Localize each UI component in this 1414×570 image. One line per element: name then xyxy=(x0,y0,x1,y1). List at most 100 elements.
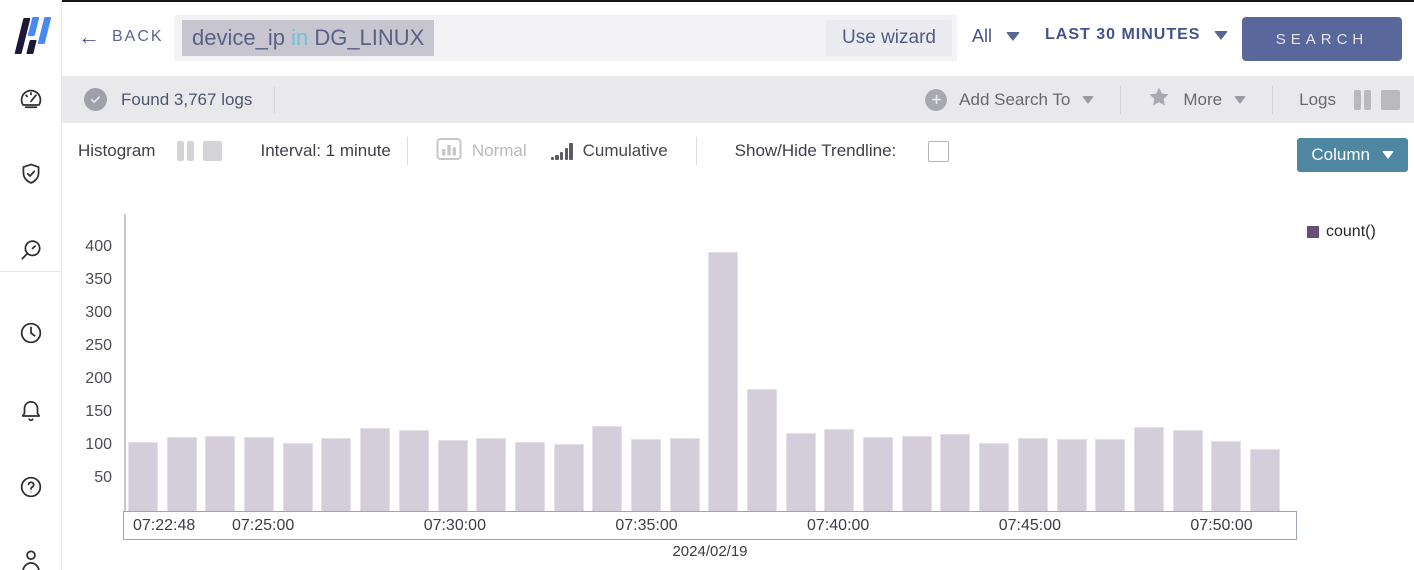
divider xyxy=(406,137,408,165)
back-button[interactable]: ← BACK xyxy=(78,24,164,49)
histogram-bar[interactable] xyxy=(166,437,197,511)
query-operator: in xyxy=(284,25,315,50)
histogram-bar[interactable] xyxy=(824,428,855,511)
y-axis-tick-label: 300 xyxy=(85,304,112,321)
histogram-bar[interactable] xyxy=(592,425,623,511)
clock-icon[interactable] xyxy=(18,320,44,346)
histogram-bar[interactable] xyxy=(901,436,932,511)
trendline-checkbox[interactable] xyxy=(928,140,950,162)
help-icon[interactable] xyxy=(18,474,44,500)
found-logs-status: Found 3,767 logs xyxy=(84,88,252,111)
search-query-text: device_ip in DG_LINUX xyxy=(182,20,435,56)
histogram-bar[interactable] xyxy=(205,435,236,511)
x-axis-tick-label: 07:25:00 xyxy=(232,516,295,534)
histogram-bar[interactable] xyxy=(1056,439,1087,511)
plus-circle-icon xyxy=(925,88,948,111)
cumulative-mode-button[interactable]: Cumulative xyxy=(550,141,668,161)
x-axis-tick-label: 07:35:00 xyxy=(615,516,678,534)
histogram-bar[interactable] xyxy=(1017,437,1048,511)
add-search-to-dropdown[interactable]: Add Search To xyxy=(925,88,1095,111)
histogram-bars xyxy=(128,214,1280,511)
time-range-dropdown[interactable]: LAST 30 MINUTES xyxy=(1045,26,1229,44)
top-border xyxy=(62,0,1414,2)
y-axis-tick-label: 100 xyxy=(85,436,112,454)
histogram-bar[interactable] xyxy=(1133,426,1164,511)
histogram-bar[interactable] xyxy=(553,443,584,511)
normal-chart-icon xyxy=(436,137,462,166)
histogram-bar[interactable] xyxy=(1172,430,1203,511)
histogram-bar[interactable] xyxy=(979,443,1010,511)
histogram-bar[interactable] xyxy=(244,437,275,511)
dashboard-gauge-icon[interactable] xyxy=(18,86,44,112)
full-view-icon[interactable] xyxy=(1381,89,1400,110)
shield-check-icon[interactable] xyxy=(18,161,44,187)
histogram-bar[interactable] xyxy=(940,433,971,511)
chart-legend: count() xyxy=(1307,223,1376,241)
histogram-bar[interactable] xyxy=(863,437,894,511)
y-axis-tick-label: 50 xyxy=(94,469,112,487)
legend-label: count() xyxy=(1326,223,1376,240)
sidebar-divider xyxy=(0,271,60,272)
more-dropdown[interactable]: More xyxy=(1147,85,1247,114)
x-axis-tick-label: 07:30:00 xyxy=(423,516,486,534)
histogram-bar[interactable] xyxy=(437,439,468,511)
y-axis-tick-label: 250 xyxy=(85,337,112,354)
chevron-down-icon xyxy=(1382,151,1394,159)
chevron-down-icon xyxy=(1082,95,1095,104)
x-axis-date-label: 2024/02/19 xyxy=(672,543,748,560)
histogram-bar[interactable] xyxy=(747,388,777,511)
search-header: ← BACK device_ip in DG_LINUX Use wizard … xyxy=(62,2,1414,76)
histogram-bar[interactable] xyxy=(1211,441,1242,511)
histogram-bar[interactable] xyxy=(476,438,507,511)
histogram-bar[interactable] xyxy=(1249,448,1280,511)
histogram-bar[interactable] xyxy=(128,441,158,511)
cumulative-chart-icon xyxy=(550,142,573,160)
x-axis-band: 07:22:48 07:25:00 07:30:00 07:35:00 07:40:00… xyxy=(123,511,1297,540)
logo-bar xyxy=(37,17,52,44)
query-field: device_ip xyxy=(192,25,285,50)
x-axis-tick-label: 07:22:48 xyxy=(132,516,196,534)
histogram-bar[interactable] xyxy=(360,427,391,511)
y-axis-line xyxy=(124,214,126,511)
histogram-split-view-icon[interactable] xyxy=(177,141,195,161)
split-view-icon[interactable] xyxy=(1354,89,1371,110)
logs-view-switcher: Logs xyxy=(1299,89,1400,110)
search-query-input[interactable]: device_ip in DG_LINUX Use wizard xyxy=(174,15,957,61)
y-axis-labels: 50 100 150 200 250 300 350 400 xyxy=(62,214,112,511)
divider xyxy=(695,137,697,165)
logpoint-logo[interactable] xyxy=(14,10,52,56)
histogram-bar[interactable] xyxy=(785,433,816,511)
histogram-toolbar: Histogram Interval: 1 minute Normal Cumu… xyxy=(62,125,1414,177)
search-history-icon[interactable] xyxy=(18,237,44,263)
found-logs-text: Found 3,767 logs xyxy=(121,89,253,109)
trendline-label: Show/Hide Trendline: xyxy=(734,141,897,160)
search-button[interactable]: SEARCH xyxy=(1242,17,1402,61)
notifications-bell-icon[interactable] xyxy=(18,398,44,424)
histogram-bar[interactable] xyxy=(630,439,661,511)
histogram-bar[interactable] xyxy=(398,430,429,511)
check-circle-icon xyxy=(84,88,107,111)
chart-type-dropdown[interactable]: Column xyxy=(1297,138,1408,172)
use-wizard-button[interactable]: Use wizard xyxy=(826,20,952,56)
logo-bar xyxy=(26,40,37,54)
divider xyxy=(1120,85,1122,114)
histogram-bar[interactable] xyxy=(282,443,313,511)
query-value: DG_LINUX xyxy=(314,25,425,50)
star-icon xyxy=(1147,85,1171,114)
histogram-full-view-icon[interactable] xyxy=(203,141,223,161)
histogram-bar[interactable] xyxy=(708,251,739,511)
normal-mode-button[interactable]: Normal xyxy=(436,137,527,166)
histogram-bar[interactable] xyxy=(1095,439,1126,511)
histogram-bar[interactable] xyxy=(321,438,352,511)
sidebar xyxy=(0,0,62,570)
legend-swatch xyxy=(1307,226,1319,238)
chevron-down-icon xyxy=(1214,30,1229,40)
y-axis-tick-label: 200 xyxy=(85,370,112,388)
histogram-bar[interactable] xyxy=(514,441,545,511)
x-axis-tick-label: 07:45:00 xyxy=(998,516,1061,534)
user-profile-icon[interactable] xyxy=(18,547,44,570)
repo-selector-dropdown[interactable]: All xyxy=(972,26,1021,47)
x-axis-tick-label: 07:50:00 xyxy=(1190,516,1253,534)
histogram-bar[interactable] xyxy=(669,438,700,511)
